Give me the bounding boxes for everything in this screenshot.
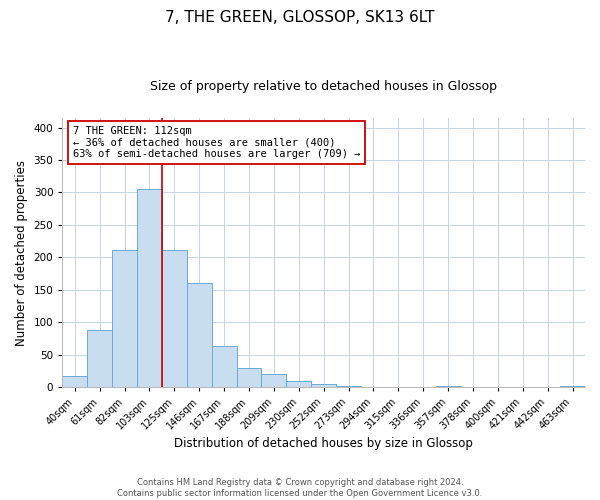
Title: Size of property relative to detached houses in Glossop: Size of property relative to detached ho…: [150, 80, 497, 93]
Text: 7, THE GREEN, GLOSSOP, SK13 6LT: 7, THE GREEN, GLOSSOP, SK13 6LT: [165, 10, 435, 25]
Bar: [361, 387, 386, 388]
Bar: [212, 346, 236, 388]
Y-axis label: Number of detached properties: Number of detached properties: [15, 160, 28, 346]
Text: Contains HM Land Registry data © Crown copyright and database right 2024.
Contai: Contains HM Land Registry data © Crown c…: [118, 478, 482, 498]
Bar: [336, 386, 361, 388]
Bar: [137, 189, 162, 388]
Bar: [162, 250, 187, 388]
Bar: [436, 386, 461, 388]
Bar: [112, 250, 137, 388]
Text: 7 THE GREEN: 112sqm
← 36% of detached houses are smaller (400)
63% of semi-detac: 7 THE GREEN: 112sqm ← 36% of detached ho…: [73, 126, 360, 159]
X-axis label: Distribution of detached houses by size in Glossop: Distribution of detached houses by size …: [174, 437, 473, 450]
Bar: [187, 284, 212, 388]
Bar: [262, 374, 286, 388]
Bar: [560, 386, 585, 388]
Bar: [311, 384, 336, 388]
Bar: [286, 381, 311, 388]
Bar: [87, 330, 112, 388]
Bar: [236, 368, 262, 388]
Bar: [62, 376, 87, 388]
